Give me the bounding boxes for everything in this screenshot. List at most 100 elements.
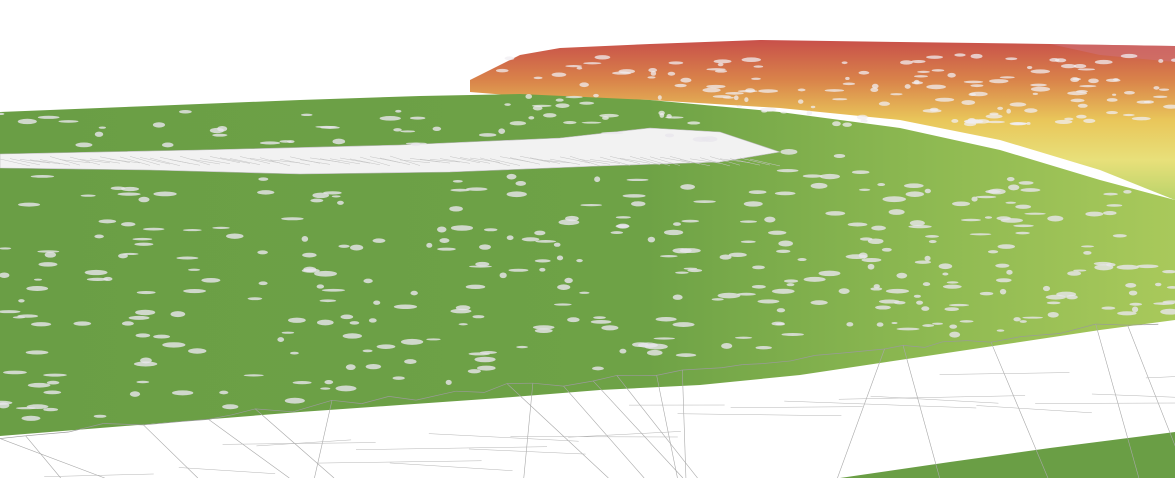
speck (997, 244, 1015, 249)
speck (861, 257, 882, 263)
mesh-line (721, 364, 743, 369)
speck (450, 188, 470, 192)
ridge-speck (970, 84, 984, 88)
speck (845, 254, 868, 260)
speck (810, 300, 828, 305)
ridge-speck (528, 116, 535, 120)
speck (58, 120, 79, 123)
ridge-speck (969, 91, 988, 97)
river-line (169, 159, 201, 166)
river-line (369, 156, 401, 163)
speck (409, 116, 426, 120)
mesh-line (416, 390, 456, 401)
speck (46, 380, 60, 385)
speck (556, 255, 564, 261)
mesh-line (25, 435, 61, 478)
ridge-speck (1153, 95, 1168, 99)
speck (882, 196, 906, 203)
river-line (69, 156, 101, 165)
river-line (449, 156, 481, 164)
speck (646, 349, 663, 356)
speck (133, 361, 158, 367)
ridge-speck (1077, 103, 1088, 108)
river-line (49, 156, 81, 166)
speck (672, 294, 683, 300)
speck (368, 318, 377, 323)
speck (400, 130, 416, 133)
river-line (689, 158, 721, 164)
mesh-line (523, 383, 534, 478)
speck (226, 233, 244, 239)
ridge-speck (951, 119, 959, 123)
speck (858, 188, 871, 192)
river-line (209, 156, 241, 164)
speck (340, 314, 354, 320)
mesh-line (25, 431, 69, 437)
river-line (589, 159, 621, 164)
speck (952, 201, 971, 207)
speck (1015, 204, 1032, 209)
mesh-line (1095, 323, 1140, 478)
mesh-line (1035, 402, 1175, 404)
river-line (459, 157, 491, 164)
speck (94, 234, 104, 239)
river-line (439, 158, 471, 164)
ridge-speck (1030, 83, 1047, 87)
ridge-speck (929, 107, 939, 112)
speck (301, 235, 309, 242)
mesh-line (103, 423, 144, 426)
ridge-speck (725, 92, 744, 95)
speck (719, 254, 732, 260)
speck (506, 173, 517, 180)
speck (825, 211, 846, 216)
river-line (429, 159, 461, 163)
ridge-speck (1070, 98, 1085, 103)
river-line (109, 159, 141, 164)
ridge-speck (565, 65, 583, 68)
ridge-speck (806, 110, 813, 116)
speck (338, 244, 350, 248)
speck (363, 278, 373, 284)
speck (734, 336, 753, 339)
speck (867, 263, 875, 270)
ridge-speck (1005, 57, 1018, 61)
speck (316, 284, 325, 289)
ridge-speck (751, 77, 761, 80)
speck (971, 196, 978, 202)
river-line (249, 157, 281, 164)
speck (928, 239, 937, 244)
river-line (319, 158, 351, 165)
speck (557, 284, 571, 290)
speck (1013, 224, 1034, 228)
speck (1094, 264, 1114, 271)
speck (1162, 300, 1175, 304)
ridge-speck (904, 84, 911, 89)
speck (1047, 311, 1059, 318)
mesh-line (1145, 376, 1175, 379)
river-line (479, 157, 511, 167)
ridge-speck (1083, 118, 1096, 123)
mesh-line (317, 460, 482, 464)
mesh-line (814, 352, 843, 356)
speck (161, 142, 174, 148)
ridge-speck (1088, 78, 1099, 84)
speck (18, 299, 25, 303)
speck (467, 369, 481, 374)
ridge-speck (926, 84, 946, 90)
speck (395, 109, 402, 113)
speck (80, 194, 96, 197)
speck (3, 370, 27, 375)
speck (120, 186, 140, 192)
speck (1128, 290, 1138, 296)
river-band (0, 127, 781, 175)
speck (969, 233, 992, 236)
speck (692, 136, 710, 142)
mesh-line (389, 462, 513, 471)
speck (675, 353, 697, 357)
speck (776, 169, 799, 173)
speck (477, 365, 496, 371)
speck (44, 251, 57, 258)
speck (43, 407, 59, 412)
mesh-line (967, 340, 992, 343)
speck (1006, 269, 1013, 275)
